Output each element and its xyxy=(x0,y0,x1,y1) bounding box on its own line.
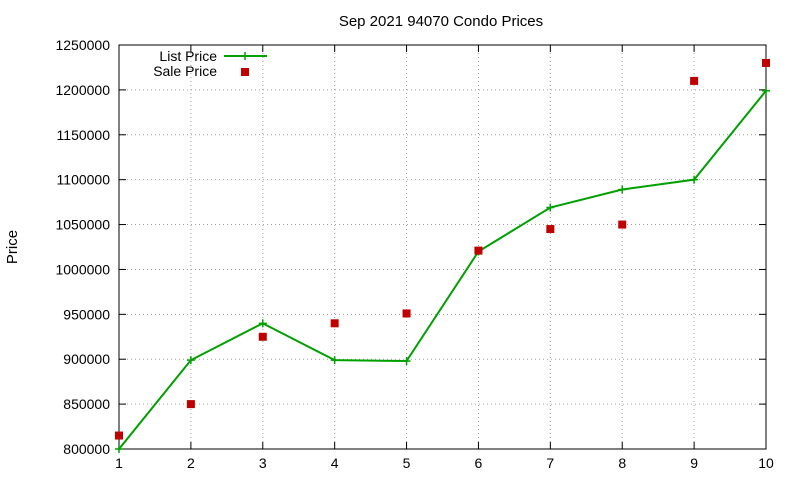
sale-price-point xyxy=(474,246,483,255)
series-sale-price xyxy=(115,58,770,440)
list-price-line xyxy=(118,90,767,450)
x-tick-label: 8 xyxy=(618,455,626,471)
list-price-point xyxy=(618,185,627,194)
chart-title: Sep 2021 94070 Condo Prices xyxy=(339,13,543,30)
list-price-point xyxy=(402,357,411,366)
sale-price-point xyxy=(186,400,195,409)
sale-price-point xyxy=(618,220,627,229)
y-axis-ticks: 800000 850000 900000 950000 1000000 1050000 11… xyxy=(55,37,110,457)
sale-price-point xyxy=(330,319,339,328)
list-price-point xyxy=(690,175,699,184)
y-tick-label: 1000000 xyxy=(55,261,110,277)
list-price-point xyxy=(186,356,195,365)
sale-price-point xyxy=(258,332,267,341)
y-tick-label: 900000 xyxy=(63,351,110,367)
x-tick-label: 6 xyxy=(475,455,483,471)
x-tick-label: 3 xyxy=(259,455,267,471)
axes xyxy=(118,44,767,450)
sale-price-point xyxy=(762,58,770,67)
legend-label-sale-price: Sale Price xyxy=(153,63,217,79)
x-tick-label: 7 xyxy=(546,455,554,471)
legend-marker-sale-price xyxy=(241,68,249,76)
sale-price-point xyxy=(402,309,411,318)
grid xyxy=(119,45,766,449)
sale-price-point xyxy=(690,76,699,85)
list-price-point xyxy=(330,356,339,365)
sale-price-point xyxy=(546,225,555,234)
x-axis-ticks: 1 2 3 4 5 6 7 8 9 10 xyxy=(115,455,774,471)
list-price-point xyxy=(546,203,555,212)
series-layer xyxy=(115,58,770,453)
y-tick-label: 1250000 xyxy=(55,37,110,53)
y-tick-label: 850000 xyxy=(63,396,110,412)
legend-label-list-price: List Price xyxy=(159,48,217,64)
y-tick-label: 800000 xyxy=(63,441,110,457)
list-price-point xyxy=(115,445,123,453)
sale-price-point xyxy=(115,431,123,440)
series-list-price xyxy=(115,86,770,453)
x-tick-label: 5 xyxy=(403,455,411,471)
y-axis-label: Price xyxy=(4,230,21,264)
x-tick-label: 2 xyxy=(187,455,195,471)
y-tick-label: 1050000 xyxy=(55,217,110,233)
x-tick-label: 9 xyxy=(690,455,698,471)
y-tick-label: 950000 xyxy=(63,306,110,322)
x-tick-label: 4 xyxy=(331,455,339,471)
x-tick-label: 10 xyxy=(758,455,774,471)
list-price-point xyxy=(762,86,770,95)
y-tick-label: 1200000 xyxy=(55,82,110,98)
plot-frame xyxy=(118,44,767,450)
y-tick-label: 1100000 xyxy=(57,172,111,188)
x-tick-label: 1 xyxy=(115,455,123,471)
list-price-point xyxy=(258,319,267,328)
y-tick-label: 1150000 xyxy=(57,127,111,143)
